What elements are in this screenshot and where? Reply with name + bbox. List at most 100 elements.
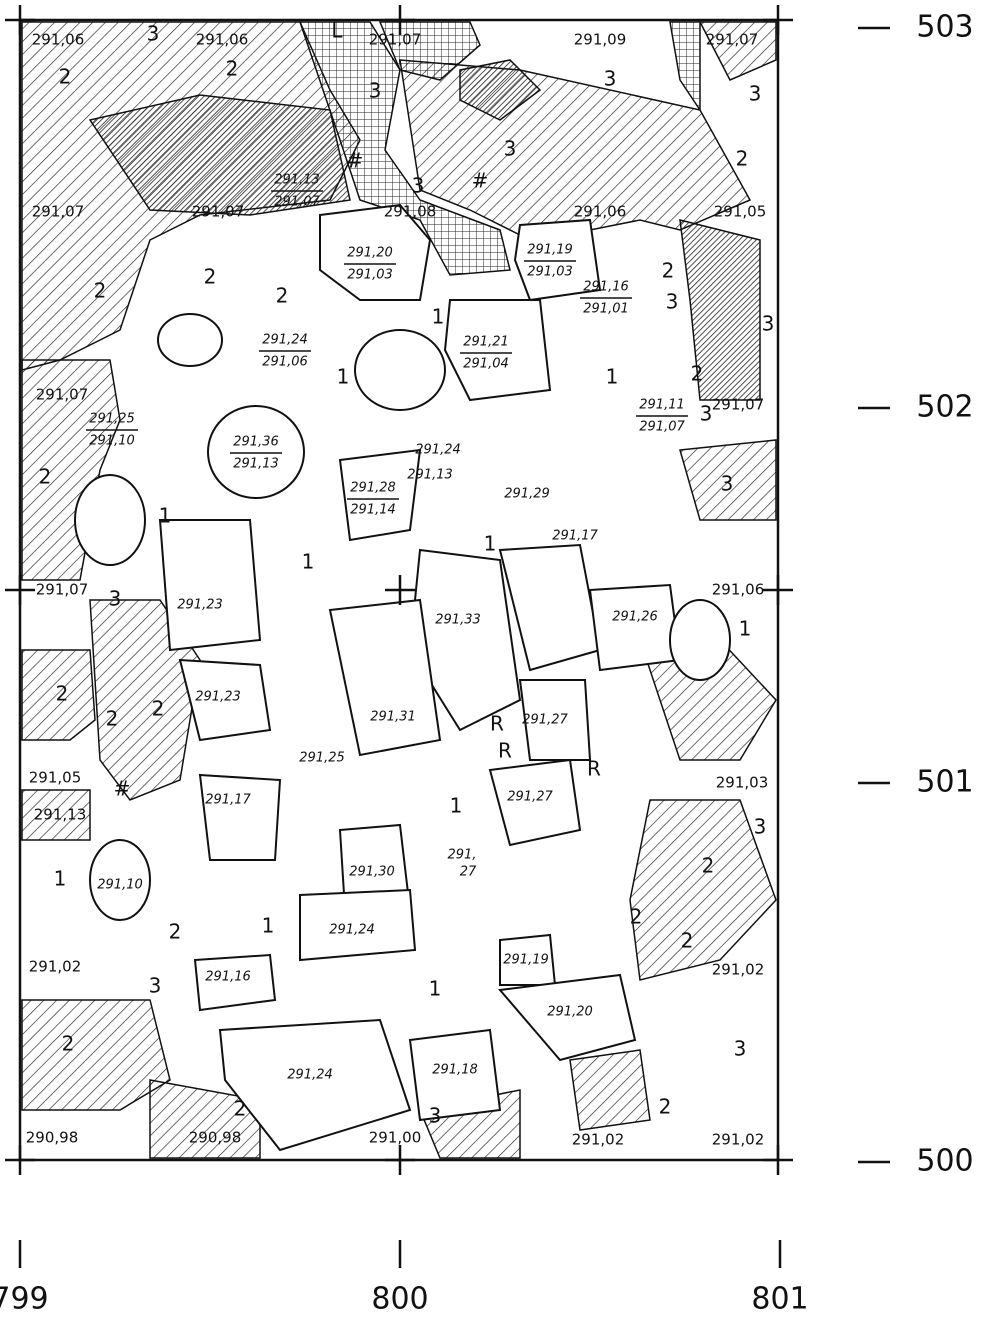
zone-label: 1 <box>739 617 752 641</box>
stone-bottom-label: 291,06 <box>262 355 308 370</box>
stone-label: 291,30 <box>349 865 395 880</box>
zone-label: 2 <box>702 854 715 878</box>
zone-label: 2 <box>662 259 675 283</box>
zone-label: 2 <box>106 707 119 731</box>
stone-label: 291,26 <box>612 610 658 625</box>
stone-label: 291,31 <box>370 710 416 725</box>
zone-label: 1 <box>429 977 442 1001</box>
zone-label: 3 <box>369 79 382 103</box>
stone-label: 291,16 <box>205 970 251 985</box>
stone-top-label: 291,28 <box>350 481 396 496</box>
stone-label: 291,20 <box>547 1005 593 1020</box>
zone-label: R <box>587 757 601 781</box>
zone-label: 2 <box>62 1032 75 1056</box>
zone-label: 2 <box>56 682 69 706</box>
stone-bottom-label: 291,10 <box>89 434 135 449</box>
zone-label: 3 <box>754 815 767 839</box>
stone-label: 291,23 <box>195 690 241 705</box>
stone-label: 291, <box>448 848 477 863</box>
stone-label: 291,29 <box>504 487 550 502</box>
elevation-label: 291,02 <box>712 961 765 979</box>
elevation-label: 291,07 <box>192 203 245 221</box>
zone-label: 2 <box>276 284 289 308</box>
y-axis-label: 501 <box>916 765 973 800</box>
zone-label: 1 <box>262 914 275 938</box>
stone-top-label: 291,11 <box>639 398 685 413</box>
zone-label: # <box>347 149 364 173</box>
grid-crosses <box>5 5 793 1175</box>
elevation-label: 291,07 <box>32 203 85 221</box>
stone-top-label: 291,36 <box>233 435 279 450</box>
elevation-label: 290,98 <box>26 1129 79 1147</box>
zone-label: 1 <box>432 305 445 329</box>
zone-label: R <box>498 739 512 763</box>
zone-label: 1 <box>159 504 172 528</box>
stone-label: 291,27 <box>522 713 568 728</box>
zone-label: 1 <box>450 794 463 818</box>
hatched-areas <box>21 21 777 1159</box>
zone-label: 2 <box>681 929 694 953</box>
zone-label: 2 <box>691 362 704 386</box>
zone-label: 2 <box>204 265 217 289</box>
zone-label: 1 <box>54 867 67 891</box>
stone-top-label: 291,25 <box>89 412 135 427</box>
elevation-label: 291,05 <box>29 769 82 787</box>
zone-label: 3 <box>147 22 160 46</box>
elevation-label: 291,06 <box>32 31 85 49</box>
elevation-label: 290,98 <box>189 1129 242 1147</box>
y-axis-label: 503 <box>916 10 973 45</box>
zone-label: 3 <box>734 1037 747 1061</box>
axis-ticks <box>18 26 890 1268</box>
elevation-label: 291,07 <box>706 31 759 49</box>
zone-label: 2 <box>94 279 107 303</box>
zone-label: 3 <box>149 974 162 998</box>
zone-label: 3 <box>109 587 122 611</box>
zone-label: 1 <box>337 365 350 389</box>
stone-bottom-label: 291,07 <box>639 420 685 435</box>
stones <box>74 203 731 1152</box>
stone-bottom-label: 291,07 <box>274 195 320 210</box>
stone-bottom-label: 291,13 <box>233 457 279 472</box>
y-axis-label: 502 <box>916 390 973 425</box>
stone-label: 291,24 <box>287 1068 333 1083</box>
zone-label: 3 <box>504 137 517 161</box>
stone-label: 291,33 <box>435 613 481 628</box>
x-axis-label: 800 <box>371 1282 428 1317</box>
stone-label: 291,18 <box>432 1063 478 1078</box>
x-axis-label: 801 <box>751 1282 808 1317</box>
stone-top-label: 291,24 <box>262 333 308 348</box>
elevation-label: 291,07 <box>369 31 422 49</box>
stone-bottom-label: 291,04 <box>463 357 509 372</box>
elevation-label: 291,03 <box>716 774 769 792</box>
zone-label: 3 <box>762 312 775 336</box>
zone-label: 2 <box>39 465 52 489</box>
stone-label: 291,17 <box>552 529 598 544</box>
elevation-label: 291,06 <box>196 31 249 49</box>
zone-label: 2 <box>226 57 239 81</box>
stone-label: 291,13 <box>407 468 453 483</box>
elevation-label: 291,08 <box>384 203 437 221</box>
stone-label: 291,27 <box>507 790 553 805</box>
stone-bottom-label: 291,14 <box>350 503 396 518</box>
zone-label: 3 <box>412 174 425 198</box>
zone-label: # <box>472 169 489 193</box>
stone-label: 291,23 <box>177 598 223 613</box>
stone-label: 291,17 <box>205 793 251 808</box>
elevation-label: 291,02 <box>572 1131 625 1149</box>
stone-label: 291,19 <box>503 953 549 968</box>
stone-top-label: 291,20 <box>347 246 393 261</box>
zone-label: R <box>490 712 504 736</box>
zone-label: 2 <box>736 147 749 171</box>
elevation-label: 291,02 <box>29 958 82 976</box>
stone-label: 291,10 <box>97 878 143 893</box>
stone-top-label: 291,13 <box>274 173 320 188</box>
stone-label: 291,24 <box>415 443 461 458</box>
zone-label: 2 <box>152 697 165 721</box>
elevation-label: 291,05 <box>714 203 767 221</box>
stone-top-label: 291,19 <box>527 243 573 258</box>
x-axis-label: 799 <box>0 1282 49 1317</box>
zone-label: 3 <box>749 82 762 106</box>
